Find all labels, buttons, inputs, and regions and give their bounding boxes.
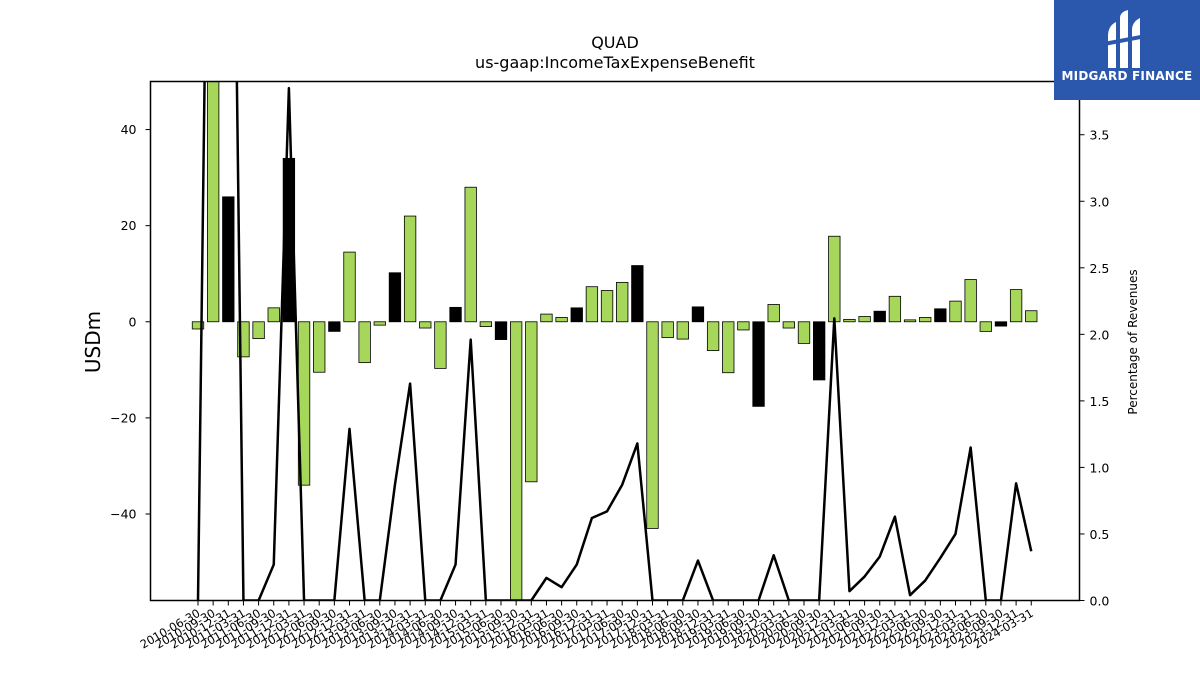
bar-2018-03-31 [661,321,674,339]
left-tick-label: −20 [110,410,136,425]
line-layer [196,81,1033,601]
right-tick-label: 1.0 [1090,460,1110,475]
bar-2010-09-30 [206,81,220,323]
bar-2016-09-30 [570,307,583,323]
bar-2010-06-30 [191,321,205,330]
bar-2012-06-30 [313,321,326,373]
bar-2010-12-31 [222,196,235,323]
left-tick-label: 0 [129,314,137,329]
bar-2018-06-30 [676,321,689,340]
left-tick-label: 40 [121,122,137,137]
bar-2011-06-30 [252,321,265,339]
bar-2017-12-31 [646,321,659,529]
bar-2022-09-30 [934,308,947,323]
bar-2024-03-31 [1025,310,1038,323]
left-axis: −40 −20 0 20 40 [110,122,151,522]
brand-name: MIDGARD FINANCE [1061,69,1193,83]
x-axis: 2010-06-302010-09-302010-12-312011-03-31… [138,600,1036,652]
bar-2023-03-31 [964,279,977,323]
bar-2014-12-31 [464,186,477,323]
bar-2022-12-31 [949,300,962,323]
bar-2014-06-30 [434,321,447,369]
bar-2021-03-31 [843,318,856,323]
right-tick-label: 3.0 [1090,194,1110,209]
right-tick-label: 3.5 [1090,128,1110,143]
bar-2013-09-30 [388,272,402,323]
right-tick-label: 1.5 [1090,394,1110,409]
bar-2015-03-31 [479,321,493,327]
bar-2021-06-30 [858,316,871,323]
bar-2019-09-30 [752,321,765,407]
bar-2015-09-30 [509,321,523,601]
y-axis-label-right: Percentage of Revenues [1126,269,1140,414]
bar-2018-09-30 [691,306,705,323]
plot-frame [149,80,1081,602]
bar-2014-09-30 [449,306,462,323]
brand-logo: MIDGARD FINANCE [1054,0,1200,100]
bar-2020-12-31 [828,235,841,323]
bar-2019-03-31 [722,321,735,374]
bar-2017-06-30 [616,281,629,323]
bar-2016-12-31 [585,286,599,323]
bar-2014-03-31 [419,321,432,329]
bar-2013-06-30 [373,321,386,326]
bar-2021-12-31 [888,295,902,323]
right-tick-label: 0.5 [1090,527,1110,542]
bar-2016-03-31 [540,313,553,323]
bar-2018-12-31 [706,321,720,352]
chart-subtitle: us-gaap:IncomeTaxExpenseBenefit [475,53,755,72]
bar-2020-03-31 [782,321,795,329]
right-axis: 0.0 0.5 1.0 1.5 2.0 2.5 3.0 3.5 [1079,128,1110,609]
bar-2015-12-31 [525,321,538,483]
bar-2020-09-30 [813,321,826,381]
bar-2012-12-31 [343,251,356,323]
right-tick-label: 2.5 [1090,261,1110,276]
bars-layer [191,81,1038,601]
bar-2023-06-30 [979,321,992,332]
bar-2023-09-30 [994,321,1008,327]
bar-2012-09-30 [328,321,341,332]
bar-2022-06-30 [919,317,932,323]
bar-2022-03-31 [903,319,917,323]
right-tick-label: 2.0 [1090,327,1110,342]
bar-2019-12-31 [767,304,780,323]
bar-2015-06-30 [494,321,508,340]
bar-2013-03-31 [358,321,371,364]
left-tick-label: −40 [110,507,136,522]
bar-2011-09-30 [267,307,280,323]
bar-2021-09-30 [873,310,886,323]
chart-title: QUAD [591,33,639,52]
right-tick-label: 0.0 [1090,594,1110,609]
bar-2016-06-30 [555,317,568,323]
bar-2017-09-30 [631,265,644,323]
bar-2020-06-30 [797,321,811,344]
bar-2011-03-31 [237,321,250,358]
bar-2017-03-31 [600,290,614,323]
bar-2019-06-30 [737,321,750,331]
midgard-logo-icon [1103,10,1147,68]
left-tick-label: 20 [121,218,137,233]
bar-2013-12-31 [403,215,417,323]
revenue-percentage-line [196,81,1033,601]
y-axis-label: USDm [81,311,105,373]
bar-2023-12-31 [1009,289,1023,323]
